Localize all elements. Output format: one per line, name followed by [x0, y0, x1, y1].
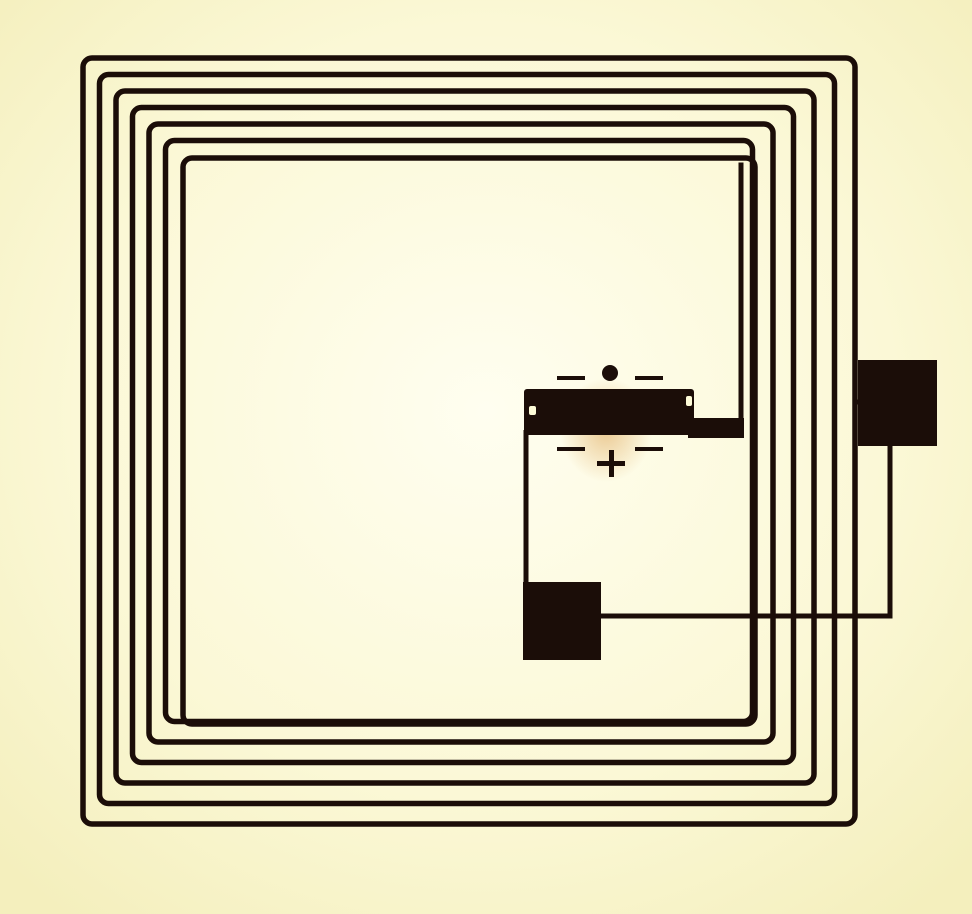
top-left-minus-mark	[557, 376, 585, 380]
bottom-right-minus-mark	[635, 447, 663, 451]
top-right-minus-mark	[635, 376, 663, 380]
chip-strap-tab	[688, 418, 744, 438]
chip-body	[524, 389, 694, 435]
bottom-left-minus-mark	[557, 447, 585, 451]
inner-contact-pad	[523, 582, 601, 660]
plus-mark-vertical	[609, 450, 614, 477]
coil-turn-2	[96, 71, 838, 807]
coil-turn-1	[80, 55, 858, 827]
chip-notch	[686, 396, 692, 406]
coil-turn-3	[113, 88, 817, 786]
top-dot-mark	[602, 365, 618, 381]
chip-module	[524, 365, 744, 482]
coil-turn-4	[129, 104, 797, 766]
antenna-coil	[80, 55, 858, 827]
bridge-trace	[600, 446, 893, 619]
outer-contact-pad	[858, 360, 937, 446]
chip-hole	[529, 406, 536, 415]
coil-turn-inner	[180, 155, 758, 727]
coil-turn-5	[146, 121, 776, 745]
